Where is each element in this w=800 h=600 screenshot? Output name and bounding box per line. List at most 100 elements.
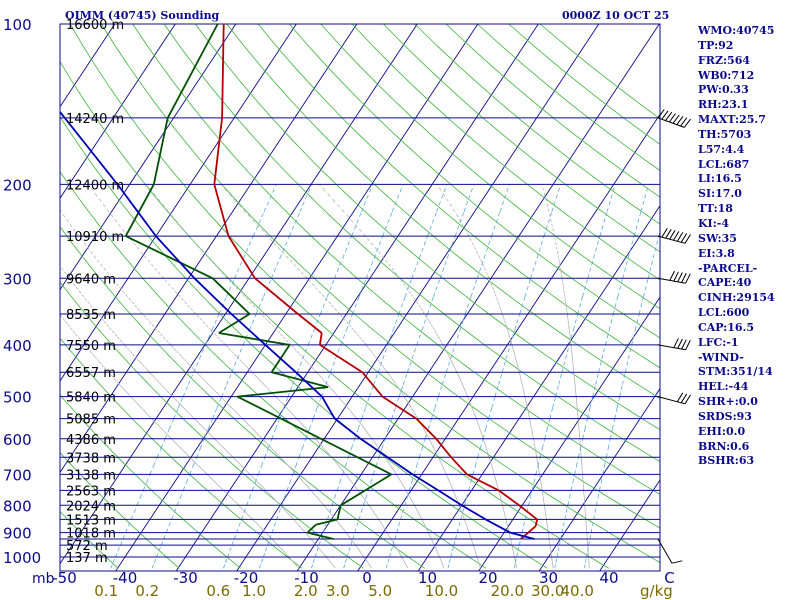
temperature-tick-label: -20 — [234, 569, 259, 587]
mixing-ratio-line — [584, 231, 661, 569]
stat-item: -WIND- — [698, 350, 744, 364]
height-label: 5840 m — [66, 391, 116, 406]
sounding-indices-panel: WMO:40745 TP:92 FRZ:564 WB0:712 PW:0.33 RH:23… — [698, 24, 775, 469]
temperature-tick-label: 0 — [362, 569, 372, 587]
dry-adiabat-line — [59, 337, 303, 569]
pressure-tick-label: 700 — [3, 466, 32, 484]
dry-adiabat-line — [320, 23, 661, 310]
wind-barb-feather — [657, 109, 665, 119]
wind-barbs — [657, 109, 691, 564]
dry-adiabat-line — [101, 23, 661, 529]
height-label: 1513 m — [66, 513, 116, 528]
moist-adiabat-line — [318, 184, 518, 569]
wind-barb-feather — [673, 271, 679, 282]
height-label: 14240 m — [66, 112, 124, 127]
dry-adiabat-line — [414, 23, 661, 225]
moist-adiabat-line — [59, 265, 336, 569]
temperature-tick-label: -50 — [52, 569, 77, 587]
station-title: OIMM (40745) Sounding — [65, 9, 220, 22]
mixing-ratio-grid — [110, 184, 661, 569]
height-label: 8535 m — [66, 308, 116, 323]
wind-barb-feather — [668, 113, 676, 123]
wind-barb-feather — [680, 233, 688, 243]
height-label: 12400 m — [66, 178, 124, 193]
parcel-profile — [59, 111, 535, 540]
wind-barb-feather — [661, 228, 668, 238]
mixing-ratio-label: 10.0 — [425, 582, 458, 600]
mixing-ratio-line — [223, 184, 373, 569]
temperature-tick-label: 30 — [539, 569, 558, 587]
wind-barb-feather — [677, 272, 683, 283]
wind-barb-feather — [680, 117, 688, 127]
dry-adiabat-line — [257, 23, 661, 369]
mixing-ratio-label: 20.0 — [491, 582, 524, 600]
mixing-ratio-line — [343, 184, 475, 569]
height-label: 3138 m — [66, 468, 116, 483]
mixing-ratio-label: 2.0 — [294, 582, 318, 600]
wind-barb-feather — [673, 231, 680, 241]
height-label: 572 m — [66, 539, 108, 554]
isotherm-line — [59, 23, 176, 199]
moist-adiabat-grid — [59, 184, 590, 569]
sounding-time: 0000Z 10 OCT 25 — [562, 9, 670, 22]
mixing-ratio-line — [259, 184, 404, 569]
height-label: 137 m — [66, 551, 108, 566]
temperature-tick-label: 40 — [599, 569, 618, 587]
isotherm-line — [59, 23, 358, 473]
stat-item: EHI:0.0 — [698, 424, 746, 438]
dry-adiabat-line — [351, 23, 661, 281]
isotherm-line — [599, 479, 661, 572]
isotherm-line — [478, 296, 661, 572]
pressure-unit-label: mb — [32, 571, 55, 587]
stat-item: EI:3.8 — [698, 246, 735, 260]
temperature-tick-label: 20 — [478, 569, 497, 587]
stat-item: LCL:600 — [698, 306, 750, 320]
stat-item: SRDS:93 — [698, 409, 752, 423]
isotherm-line — [59, 23, 116, 108]
wind-barb-feather — [677, 338, 683, 349]
stat-item: SHR+:0.0 — [698, 395, 758, 409]
wind-barb-feather — [669, 230, 676, 240]
moist-adiabat-line — [220, 184, 481, 569]
isotherm-line — [236, 23, 600, 572]
stat-item: -PARCEL- — [698, 261, 758, 275]
stat-item: FRZ:564 — [698, 53, 751, 67]
mixing-ratio-label: 1.0 — [242, 582, 266, 600]
dry-adiabat-line — [383, 23, 661, 253]
stat-item: LFC:-1 — [698, 335, 739, 349]
stat-item: LCL:687 — [698, 157, 750, 171]
height-label: 16600 m — [66, 18, 124, 33]
wind-barb-feather — [681, 272, 687, 283]
moist-adiabat-line — [146, 184, 445, 569]
wind-barb — [657, 117, 685, 128]
stat-item: STM:351/14 — [698, 365, 773, 379]
stat-item: KI:-4 — [698, 216, 729, 230]
pressure-tick-label: 300 — [3, 270, 32, 288]
dry-adiabat-line — [132, 23, 661, 495]
height-label: 6557 m — [66, 366, 116, 381]
isobar-grid — [59, 23, 661, 572]
dry-adiabat-line — [59, 61, 610, 569]
wind-barb — [657, 235, 686, 244]
mixing-ratio-label: 30.0 — [531, 582, 564, 600]
pressure-tick-label: 400 — [3, 337, 32, 355]
isotherm-line — [59, 23, 418, 565]
dry-adiabat-line — [539, 23, 661, 120]
isotherm-line — [115, 23, 479, 572]
wind-barb-feather — [665, 111, 673, 121]
stat-item: BRN:0.6 — [698, 439, 750, 453]
temperature-tick-label: 10 — [418, 569, 437, 587]
wind-barb-feather — [685, 340, 691, 351]
wind-barb — [657, 538, 673, 564]
stat-item: HEL:-44 — [698, 380, 749, 394]
mixing-ratio-label: 0.2 — [135, 582, 159, 600]
dry-adiabat-line — [508, 23, 661, 145]
stat-item: WB0:712 — [698, 68, 755, 82]
mixing-ratio-line — [385, 184, 510, 569]
height-label: 2024 m — [66, 499, 116, 514]
temperature-tick-label: -40 — [113, 569, 138, 587]
mixing-ratio-line — [447, 184, 562, 569]
stat-item: PW:0.33 — [698, 83, 749, 97]
height-label: 3738 m — [66, 451, 116, 466]
